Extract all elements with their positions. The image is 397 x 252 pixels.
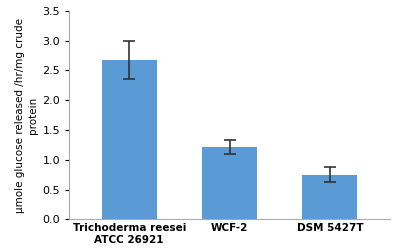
Y-axis label: µmole glucose released /hr/mg crude
protein: µmole glucose released /hr/mg crude prot… — [15, 18, 38, 213]
Bar — [102, 60, 157, 219]
Bar — [302, 175, 357, 219]
Bar — [202, 147, 257, 219]
